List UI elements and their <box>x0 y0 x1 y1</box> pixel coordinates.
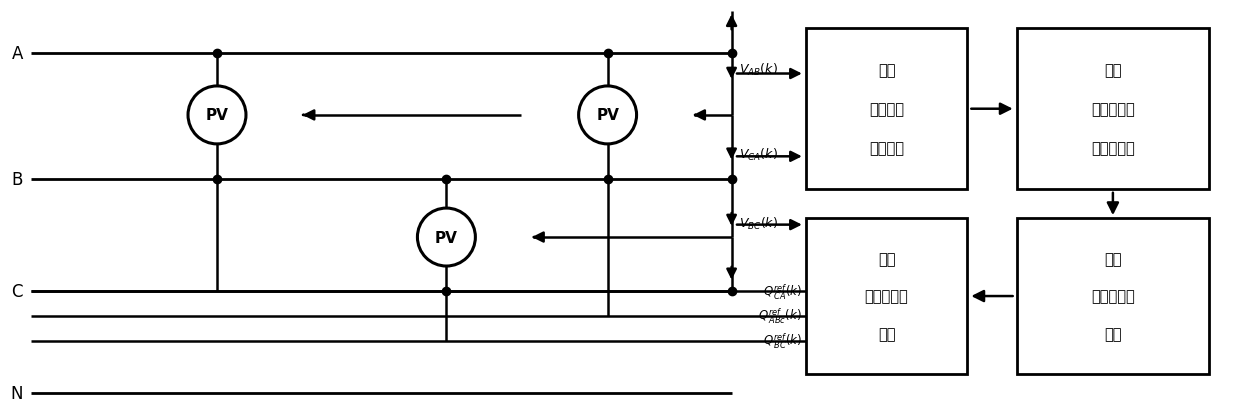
Text: $Q^{ref}_{\,CA}(k)$: $Q^{ref}_{\,CA}(k)$ <box>763 282 802 301</box>
Text: PV: PV <box>435 230 458 245</box>
Text: A: A <box>11 45 24 63</box>
Text: 偿度: 偿度 <box>1104 326 1122 341</box>
Text: $Q^{ref}_{\,ABc}(k)$: $Q^{ref}_{\,ABc}(k)$ <box>759 306 802 325</box>
Text: $V_{AB}(k)$: $V_{AB}(k)$ <box>739 62 777 78</box>
Bar <box>806 29 967 190</box>
Text: C: C <box>11 282 24 300</box>
Text: 量的最大値: 量的最大値 <box>1091 140 1135 156</box>
Text: 无功功率参: 无功功率参 <box>864 289 909 304</box>
Text: B: B <box>11 171 24 189</box>
Text: 不平衡度: 不平衡度 <box>869 140 904 156</box>
Text: 三相电压: 三相电压 <box>869 102 904 117</box>
Bar <box>1017 219 1209 374</box>
Text: 计算: 计算 <box>1104 252 1122 267</box>
Text: PV: PV <box>596 108 619 123</box>
Text: 计算: 计算 <box>878 252 895 267</box>
Bar <box>1017 29 1209 190</box>
Text: $V_{CA}(k)$: $V_{CA}(k)$ <box>739 147 777 163</box>
Text: 计算: 计算 <box>1104 63 1122 78</box>
Text: 可用无功容: 可用无功容 <box>1091 102 1135 117</box>
Text: 无功功率补: 无功功率补 <box>1091 289 1135 304</box>
Text: $V_{BC}(k)$: $V_{BC}(k)$ <box>739 215 777 231</box>
Text: N: N <box>10 384 24 402</box>
Text: 计算: 计算 <box>878 63 895 78</box>
Text: $Q^{ref}_{\,BC}(k)$: $Q^{ref}_{\,BC}(k)$ <box>763 331 802 350</box>
Text: 考値: 考値 <box>878 326 895 341</box>
Bar <box>806 219 967 374</box>
Text: PV: PV <box>206 108 228 123</box>
